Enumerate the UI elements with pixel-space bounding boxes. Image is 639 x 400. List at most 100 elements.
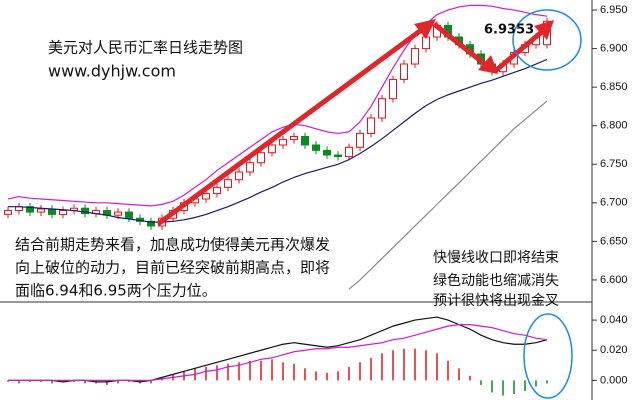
arrow bbox=[432, 22, 488, 67]
histogram-bar bbox=[271, 359, 273, 381]
trend-arrows bbox=[156, 19, 554, 227]
histogram-bar bbox=[524, 380, 526, 391]
line bbox=[8, 316, 548, 383]
histogram-bar bbox=[381, 353, 383, 381]
candle-body bbox=[125, 211, 133, 219]
candle-body bbox=[59, 210, 67, 215]
candle-body bbox=[367, 117, 375, 134]
arrow-head bbox=[414, 19, 436, 39]
candle-body bbox=[147, 220, 155, 227]
candle-body bbox=[202, 193, 210, 200]
histogram-bar bbox=[403, 348, 405, 381]
candle-body bbox=[290, 136, 298, 141]
annotation: 面临6.94和6.95两个压力位。 bbox=[15, 282, 217, 300]
histogram-bar bbox=[315, 371, 317, 381]
histogram-bar bbox=[491, 380, 493, 393]
y-tick-label: 0.020 bbox=[600, 344, 628, 356]
candle-body bbox=[345, 146, 353, 158]
histogram-bar bbox=[425, 350, 427, 381]
histogram-bar bbox=[480, 380, 482, 385]
histogram-bar bbox=[7, 380, 9, 382]
candle-body bbox=[48, 208, 56, 215]
candle-body bbox=[26, 206, 34, 213]
histogram-bar bbox=[535, 380, 537, 387]
y-tick-label: 6.850 bbox=[600, 81, 628, 93]
line bbox=[7, 4, 548, 207]
y-tick-label: 6.950 bbox=[600, 4, 628, 16]
histogram-bar bbox=[128, 380, 130, 382]
histogram-bar bbox=[370, 357, 372, 381]
y-tick-label: 0.000 bbox=[600, 374, 628, 386]
arrow bbox=[156, 25, 426, 227]
candle-body bbox=[268, 144, 276, 154]
candle-body bbox=[235, 171, 243, 181]
histogram-bar bbox=[227, 363, 229, 381]
histogram-bar bbox=[304, 368, 306, 381]
arrow-head bbox=[534, 20, 554, 40]
candle-body bbox=[279, 139, 287, 146]
histogram-bar bbox=[414, 348, 416, 381]
histogram-bar bbox=[40, 380, 42, 382]
histogram-bar bbox=[469, 375, 471, 381]
histogram-bar bbox=[216, 365, 218, 381]
candle-body bbox=[114, 211, 122, 216]
line bbox=[348, 100, 548, 290]
candle-body bbox=[411, 48, 419, 65]
annotation: 绿色动能也缩减消失 bbox=[433, 272, 559, 289]
highlight-ellipse bbox=[523, 313, 573, 399]
candle-body bbox=[246, 162, 254, 173]
chart-title: 美元对人民币汇率日线走势图 bbox=[48, 39, 243, 57]
histogram-bar bbox=[29, 380, 31, 382]
histogram-bar bbox=[150, 380, 152, 384]
histogram-bar bbox=[260, 360, 262, 381]
annotation: www.dyhjw.com bbox=[48, 62, 176, 81]
y-tick-label: 6.700 bbox=[600, 197, 628, 209]
candle-body bbox=[213, 186, 221, 195]
histogram-bar bbox=[117, 380, 119, 384]
histogram-bar bbox=[18, 380, 20, 384]
histogram-bar bbox=[502, 380, 504, 396]
histogram-bar bbox=[73, 380, 75, 382]
annotation: 结合前期走势来看，加息成功使得美元再次爆发 bbox=[15, 236, 330, 254]
histogram-bar bbox=[51, 380, 53, 384]
histogram-bar bbox=[458, 368, 460, 381]
y-tick-label: 6.900 bbox=[600, 42, 628, 54]
candle-body bbox=[323, 149, 331, 156]
annotation: 预计很快将出现金叉 bbox=[433, 293, 559, 309]
arrow bbox=[492, 28, 546, 74]
candle-body bbox=[356, 132, 364, 148]
candle-body bbox=[81, 207, 89, 215]
histogram-bar bbox=[106, 380, 108, 385]
annotation: 快慢线收口即将结束 bbox=[433, 249, 559, 266]
arrow-head bbox=[478, 55, 498, 74]
overlays: www.dyhjw.com 6.9353 结合前期走势来看，加息成功使得美元再次爆发… bbox=[15, 9, 582, 399]
histogram-bar bbox=[392, 350, 394, 381]
candle-body bbox=[312, 144, 320, 151]
annotation: 6.9353 bbox=[484, 23, 534, 38]
histogram-bar bbox=[326, 372, 328, 381]
candle-body bbox=[4, 210, 12, 215]
line bbox=[8, 324, 548, 381]
candle-body bbox=[257, 152, 265, 164]
candle-body bbox=[224, 179, 232, 188]
line bbox=[8, 58, 548, 223]
candle-body bbox=[389, 78, 397, 100]
y-tick-label: 6.600 bbox=[600, 274, 628, 286]
y-tick-label: 6.650 bbox=[600, 235, 628, 247]
annotation: 向上破位的动力，目前已经突破前期高点，即将 bbox=[15, 259, 330, 277]
candle-body bbox=[400, 63, 408, 80]
candle-body bbox=[301, 136, 309, 146]
y-tick-label: 6.750 bbox=[600, 158, 628, 170]
histogram-bar bbox=[359, 362, 361, 381]
y-tick-label: 6.800 bbox=[600, 120, 628, 132]
histogram-bar bbox=[282, 362, 284, 381]
histogram-bar bbox=[84, 380, 86, 384]
highlight-ellipse bbox=[512, 9, 582, 71]
y-tick-label: 0.040 bbox=[600, 314, 628, 326]
histogram-bar bbox=[238, 362, 240, 381]
histogram-bar bbox=[546, 380, 548, 384]
histogram-bar bbox=[337, 371, 339, 381]
histogram-bar bbox=[249, 360, 251, 381]
